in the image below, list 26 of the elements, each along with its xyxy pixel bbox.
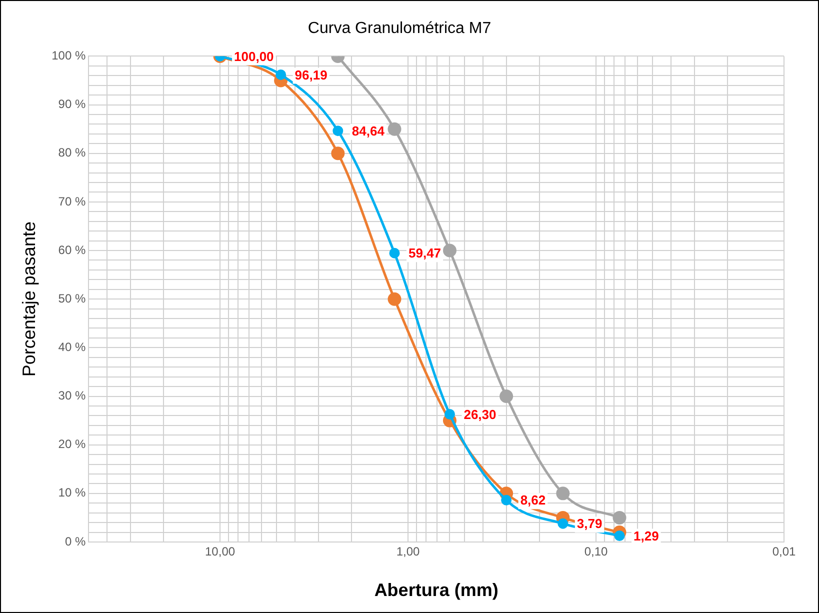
- x-tick-label: 10,00: [205, 544, 236, 559]
- y-tick-label: 60 %: [58, 242, 86, 257]
- y-tick-label: 30 %: [58, 388, 86, 403]
- data-label: 100,00: [234, 48, 274, 64]
- y-tick-label: 90 %: [58, 97, 86, 112]
- data-label: 3,79: [576, 516, 602, 532]
- data-label: 8,62: [520, 492, 546, 508]
- y-tick-label: 10 %: [58, 486, 86, 500]
- x-tick-label: 1,00: [396, 544, 420, 559]
- data-label: 26,30: [464, 406, 496, 422]
- data-label: 59,47: [408, 246, 442, 261]
- y-tick-label: 20 %: [58, 437, 86, 452]
- x-axis-title: Abertura (mm): [374, 580, 498, 600]
- y-axis-title: Porcentaje pasante: [18, 222, 39, 377]
- x-tick-label: 0,10: [584, 544, 608, 559]
- chart-title: Curva Granulométrica M7: [308, 20, 492, 38]
- y-tick-label: 80 %: [58, 146, 86, 160]
- data-label: 84,64: [352, 123, 386, 138]
- data-label: 1,29: [633, 528, 659, 544]
- y-tick-label: 50 %: [58, 291, 86, 306]
- y-tick-label: 0 %: [64, 534, 86, 548]
- y-tick-label: 100 %: [52, 48, 86, 63]
- y-tick-label: 40 %: [58, 340, 86, 354]
- data-label: 96,19: [294, 67, 328, 82]
- y-tick-label: 70 %: [58, 194, 86, 208]
- x-tick-label: 0,01: [772, 544, 796, 559]
